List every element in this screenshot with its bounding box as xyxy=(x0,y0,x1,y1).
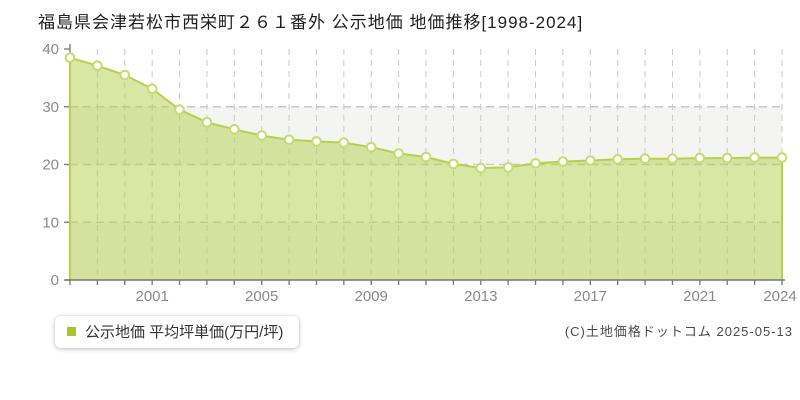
data-point-marker xyxy=(502,162,514,173)
x-axis-tick-label: 2001 xyxy=(136,288,169,305)
y-axis-tick-label: 40 xyxy=(42,41,59,58)
x-axis-tick-label: 2021 xyxy=(683,288,716,305)
data-point-marker xyxy=(92,60,103,71)
data-point-marker xyxy=(256,130,268,141)
data-point-marker xyxy=(64,52,76,64)
data-point-marker xyxy=(393,148,404,159)
data-point-marker xyxy=(530,158,541,169)
data-point-marker xyxy=(283,134,295,145)
x-axis-tick-label: 2009 xyxy=(355,288,388,305)
data-point-marker xyxy=(201,117,213,128)
y-axis-tick-label: 30 xyxy=(42,99,59,116)
price-trend-area-chart: 0 10 20 30 40 2001 2005 2009 2013 2017 2021 2024 xyxy=(42,41,796,305)
x-axis-tick-label: 2024 xyxy=(763,288,796,305)
data-point-marker xyxy=(365,141,377,153)
data-point-marker xyxy=(229,124,240,135)
data-point-marker xyxy=(667,153,678,164)
series-area-fill xyxy=(70,57,782,281)
data-point-marker xyxy=(448,158,459,170)
data-point-marker xyxy=(557,156,569,167)
copyright-text: (C)土地価格ドットコム 2025-05-13 xyxy=(564,324,793,339)
data-point-marker xyxy=(311,136,322,147)
x-axis-tick-label: 2013 xyxy=(464,288,497,305)
data-point-marker xyxy=(338,137,350,148)
data-point-marker xyxy=(174,104,185,115)
legend-marker-square-icon xyxy=(67,327,76,336)
legend: 公示地価 平均坪単価(万円/坪) xyxy=(55,316,300,348)
legend-label: 公示地価 平均坪単価(万円/坪) xyxy=(85,324,284,341)
y-axis-tick-label: 20 xyxy=(42,157,59,174)
data-point-marker xyxy=(420,151,432,163)
y-axis-tick-label: 10 xyxy=(42,214,59,231)
y-axis-tick-label: 0 xyxy=(51,272,59,289)
data-point-marker xyxy=(119,69,131,81)
data-point-marker xyxy=(749,152,760,163)
data-point-marker xyxy=(694,152,706,164)
data-point-marker xyxy=(776,152,788,163)
data-point-marker xyxy=(146,83,158,95)
chart-title: 福島県会津若松市西栄町２６１番外 公示地価 地価推移[1998-2024] xyxy=(38,13,584,32)
data-point-marker xyxy=(639,153,651,164)
x-axis-tick-label: 2017 xyxy=(574,288,607,305)
data-point-marker xyxy=(585,155,596,166)
data-point-marker xyxy=(721,152,733,164)
data-point-marker xyxy=(612,154,624,165)
x-axis-tick-label: 2005 xyxy=(245,288,278,305)
data-point-marker xyxy=(475,162,487,174)
